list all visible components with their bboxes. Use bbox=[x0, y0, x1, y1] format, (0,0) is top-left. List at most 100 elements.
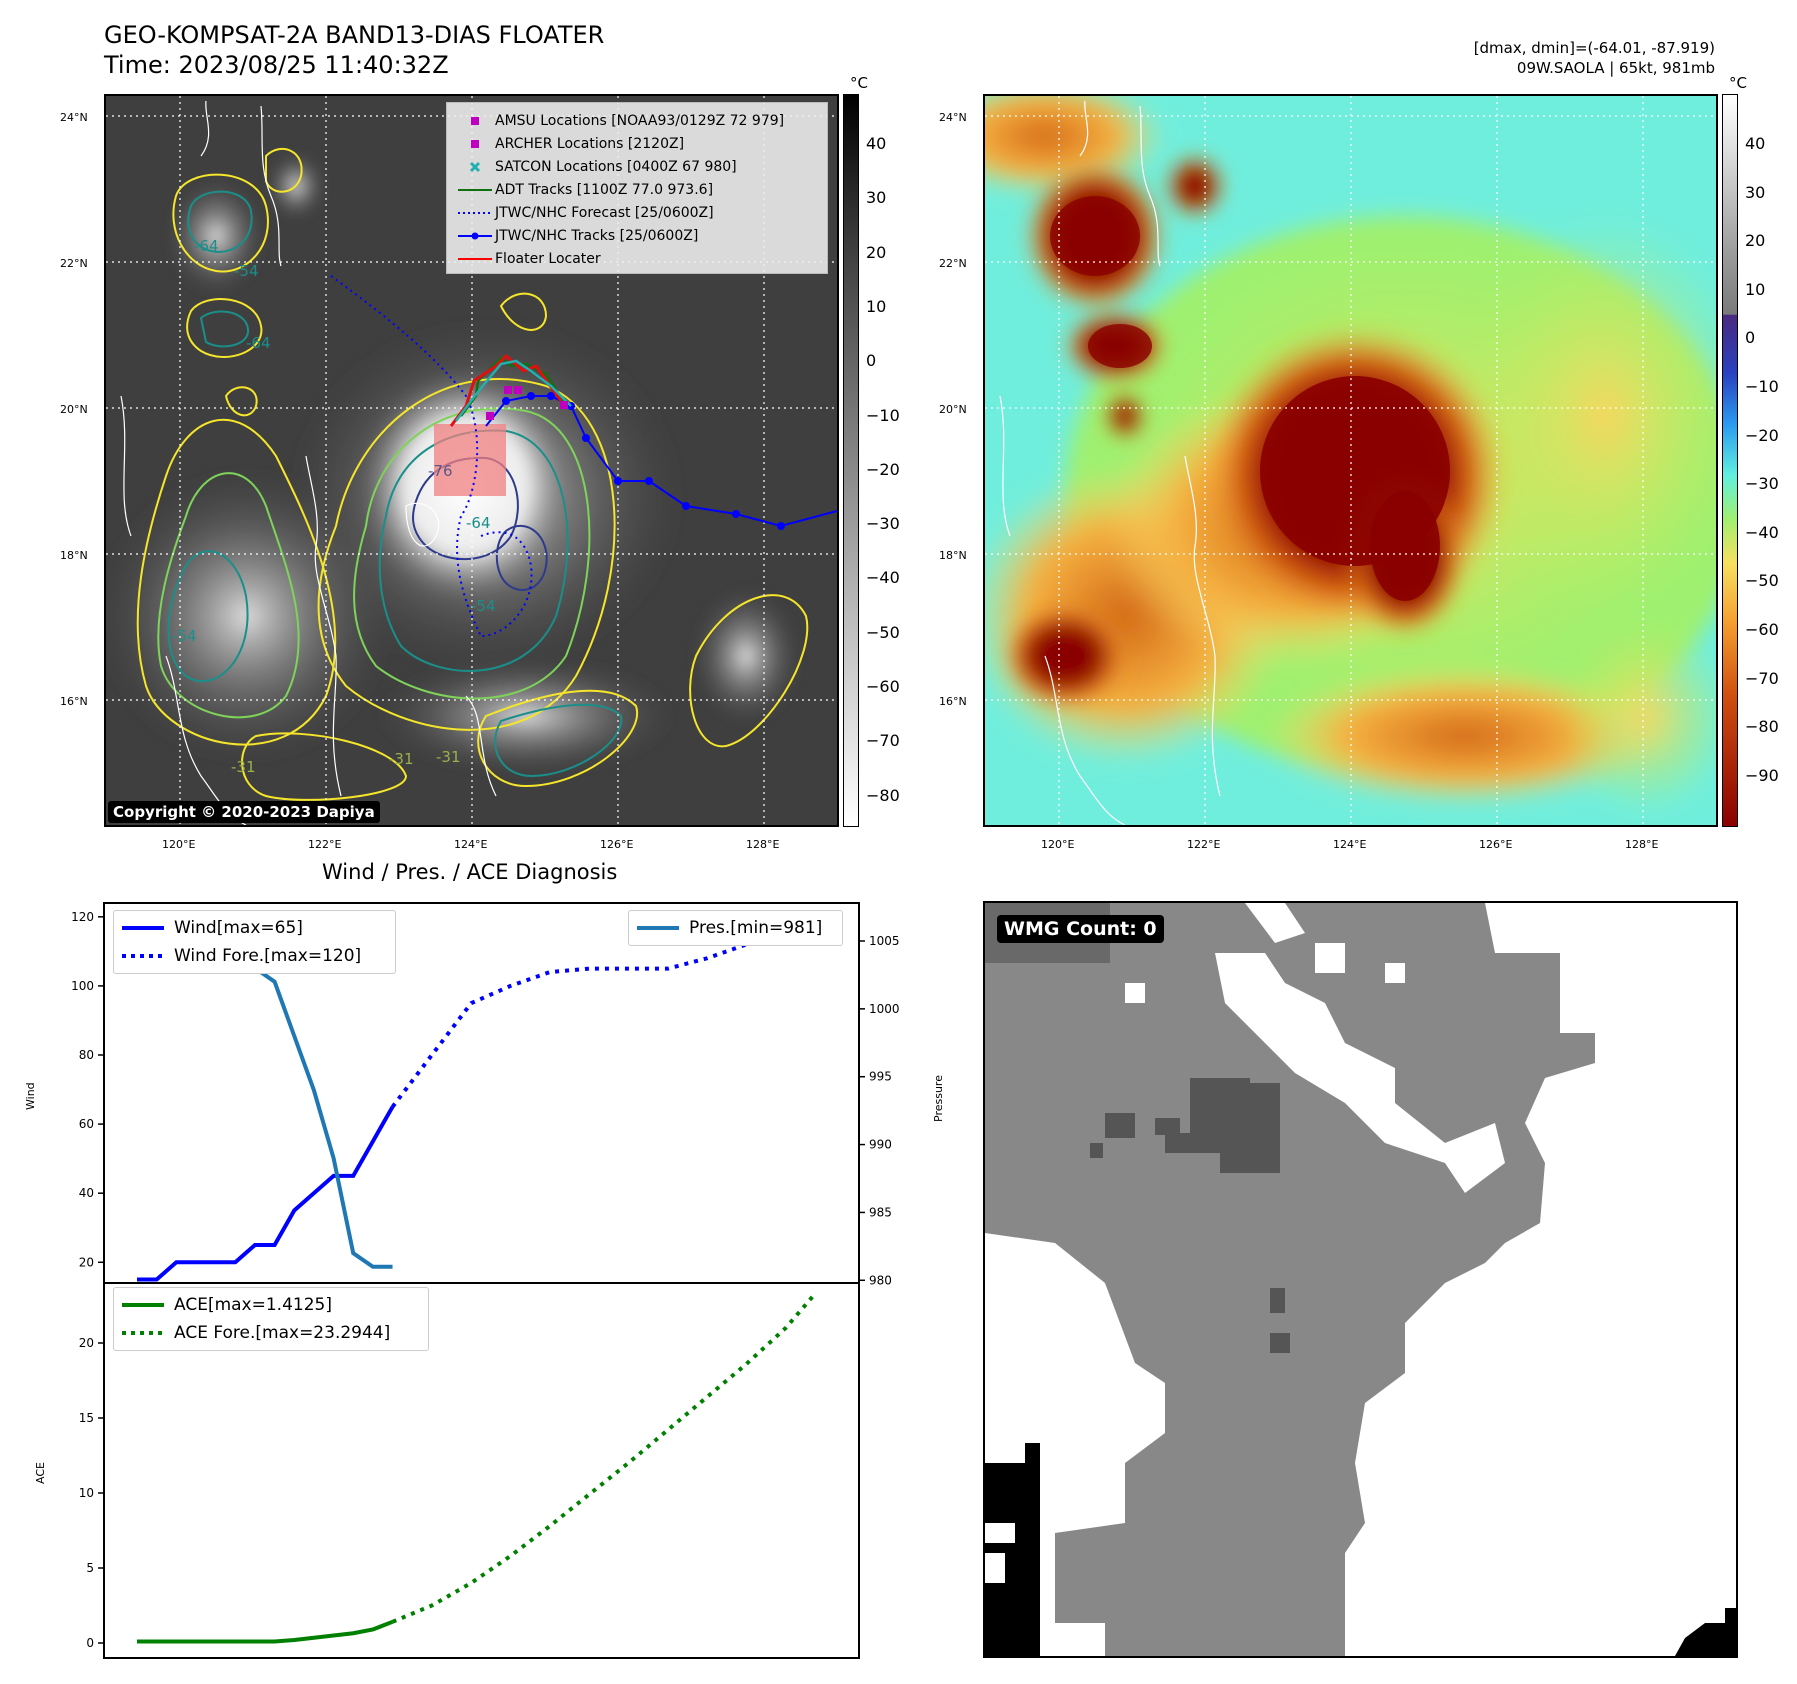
left-colorbar-unit: °C bbox=[850, 74, 868, 92]
contour-label: -64 bbox=[194, 237, 219, 255]
y-tick-label: 980 bbox=[869, 1273, 892, 1287]
y-tick-label: 990 bbox=[869, 1138, 892, 1152]
y-tick-label: 0 bbox=[86, 1636, 94, 1650]
colorbar-tick: 0 bbox=[866, 351, 877, 371]
wmg-panel: WMG Count: 0 bbox=[983, 901, 1738, 1658]
legend-row-archer: ARCHER Locations [2120Z] bbox=[455, 132, 817, 155]
floater-locater-box bbox=[434, 424, 506, 496]
lon-tick: 126°E bbox=[600, 838, 634, 851]
lat-tick: 22°N bbox=[60, 257, 88, 270]
copyright-badge: Copyright © 2020-2023 Dapiya bbox=[108, 801, 380, 823]
wmg-graphic bbox=[985, 903, 1736, 1656]
y-tick-label: 20 bbox=[79, 1336, 94, 1350]
lon-tick: 128°E bbox=[1625, 838, 1659, 851]
dias-map-graphic bbox=[985, 96, 1716, 825]
colorbar-tick: −60 bbox=[1745, 620, 1779, 639]
pressure-axis-title: Pressure bbox=[932, 1075, 945, 1122]
wind-y-ticks: 20 40 60 80 100 120 bbox=[71, 910, 104, 1269]
lat-tick: 16°N bbox=[939, 695, 967, 708]
series-line bbox=[391, 1292, 817, 1624]
lon-tick: 120°E bbox=[162, 838, 196, 851]
lon-tick: 124°E bbox=[1333, 838, 1367, 851]
legend-row-jtwc-tracks: JTWC/NHC Tracks [25/0600Z] bbox=[455, 224, 817, 247]
colorbar-tick: 20 bbox=[866, 242, 887, 262]
ace-legend: ACE[max=1.4125] ACE Fore.[max=23.2944] bbox=[113, 1287, 429, 1351]
colorbar-tick: 10 bbox=[866, 296, 887, 316]
dmax-dmin-readout: [dmax, dmin]=(-64.01, -87.919) bbox=[1473, 39, 1715, 57]
diagnosis-chart: 20 40 60 80 100 120 980 985 990 995 1000 1005 0 5 10… bbox=[71, 902, 900, 1659]
colorbar-tick: −50 bbox=[866, 622, 900, 642]
legend-pres: Pres.[min=981] bbox=[689, 918, 823, 938]
lat-tick: 20°N bbox=[60, 403, 88, 416]
colorbar-tick: −30 bbox=[866, 514, 900, 534]
colorbar-tick: −50 bbox=[1745, 571, 1779, 591]
contour-label: -31 bbox=[389, 750, 414, 768]
contour-label: -54 bbox=[471, 597, 496, 615]
lat-tick: 20°N bbox=[939, 403, 967, 416]
contour-label: -54 bbox=[234, 262, 259, 280]
legend-label: ARCHER Locations [2120Z] bbox=[495, 135, 685, 152]
contour-label: -31 bbox=[231, 758, 256, 776]
series-line bbox=[137, 1619, 394, 1644]
diagnosis-title: Wind / Pres. / ACE Diagnosis bbox=[322, 860, 618, 884]
colorbar-tick: −40 bbox=[866, 568, 900, 588]
colorbar-tick: −70 bbox=[1745, 668, 1779, 688]
figure-title-line1: GEO-KOMPSAT-2A BAND13-DIAS FLOATER bbox=[104, 21, 605, 49]
legend-label: JTWC/NHC Tracks [25/0600Z] bbox=[495, 227, 699, 244]
lon-tick: 126°E bbox=[1479, 838, 1513, 851]
colorbar-tick: −20 bbox=[866, 459, 900, 479]
colorbar-tick: 30 bbox=[866, 188, 887, 208]
colorbar-tick: 40 bbox=[866, 134, 887, 153]
wmg-count-badge: WMG Count: 0 bbox=[997, 915, 1164, 943]
contour-label: -76 bbox=[428, 462, 453, 480]
wind-legend: Wind[max=65] Wind Fore.[max=120] bbox=[113, 910, 396, 974]
legend-ace-fore: ACE Fore.[max=23.2944] bbox=[174, 1323, 391, 1343]
legend-label: Floater Locater bbox=[495, 250, 601, 267]
dias-color-map bbox=[983, 94, 1718, 827]
colorbar-tick: 20 bbox=[1745, 231, 1766, 251]
ace-y-ticks: 0 5 10 15 20 bbox=[79, 1336, 104, 1650]
colorbar-tick: −80 bbox=[1745, 717, 1779, 737]
y-tick-label: 995 bbox=[869, 1070, 892, 1084]
colorbar-tick: −10 bbox=[866, 405, 900, 425]
contour-label: -64 bbox=[246, 334, 271, 352]
legend-wind-fore: Wind Fore.[max=120] bbox=[174, 946, 362, 966]
pressure-legend: Pres.[min=981] bbox=[628, 910, 843, 946]
colorbar-tick: 10 bbox=[1745, 279, 1766, 299]
lat-tick: 24°N bbox=[60, 111, 88, 124]
lon-tick: 122°E bbox=[308, 838, 342, 851]
ir-grayscale-map: -64 -54 -76 -64 -54 -64 -31 -31 -31 -54 … bbox=[104, 94, 839, 827]
colorbar-tick: −80 bbox=[866, 785, 900, 805]
colorbar-tick: −90 bbox=[1745, 765, 1779, 785]
colorbar-tick: 0 bbox=[1745, 328, 1756, 348]
y-tick-label: 80 bbox=[79, 1048, 94, 1062]
lat-tick: 24°N bbox=[939, 111, 967, 124]
contour-label: -54 bbox=[172, 627, 197, 645]
legend-row-jtwc-forecast: JTWC/NHC Forecast [25/0600Z] bbox=[455, 201, 817, 224]
y-tick-label: 15 bbox=[79, 1411, 94, 1425]
y-tick-label: 10 bbox=[79, 1486, 94, 1500]
colorbar-tick: 30 bbox=[1745, 182, 1766, 202]
legend-label: AMSU Locations [NOAA93/0129Z 72 979] bbox=[495, 112, 785, 129]
contour-label: -64 bbox=[466, 514, 491, 532]
y-tick-label: 20 bbox=[79, 1255, 94, 1269]
y-tick-label: 120 bbox=[71, 910, 94, 924]
legend-row-floater: Floater Locater bbox=[455, 247, 817, 270]
map-legend: AMSU Locations [NOAA93/0129Z 72 979] ARC… bbox=[446, 102, 828, 274]
lon-tick: 120°E bbox=[1041, 838, 1075, 851]
lat-tick: 22°N bbox=[939, 257, 967, 270]
ace-axis-title: ACE bbox=[34, 1462, 47, 1484]
y-tick-label: 5 bbox=[86, 1561, 94, 1575]
pressure-y-ticks: 980 985 990 995 1000 1005 bbox=[859, 934, 900, 1287]
y-tick-label: 1000 bbox=[869, 1002, 900, 1016]
colorbar-tick: 40 bbox=[1745, 134, 1766, 153]
colorbar-tick: −40 bbox=[1745, 522, 1779, 542]
legend-row-satcon: SATCON Locations [0400Z 67 980] bbox=[455, 155, 817, 178]
colorbar-tick: −10 bbox=[1745, 377, 1779, 396]
y-tick-label: 100 bbox=[71, 979, 94, 993]
right-colorbar bbox=[1722, 94, 1738, 827]
legend-row-adt: ADT Tracks [1100Z 77.0 973.6] bbox=[455, 178, 817, 201]
right-colorbar-unit: °C bbox=[1729, 74, 1747, 92]
colorbar-tick: −20 bbox=[1745, 425, 1779, 445]
left-colorbar bbox=[843, 94, 859, 827]
